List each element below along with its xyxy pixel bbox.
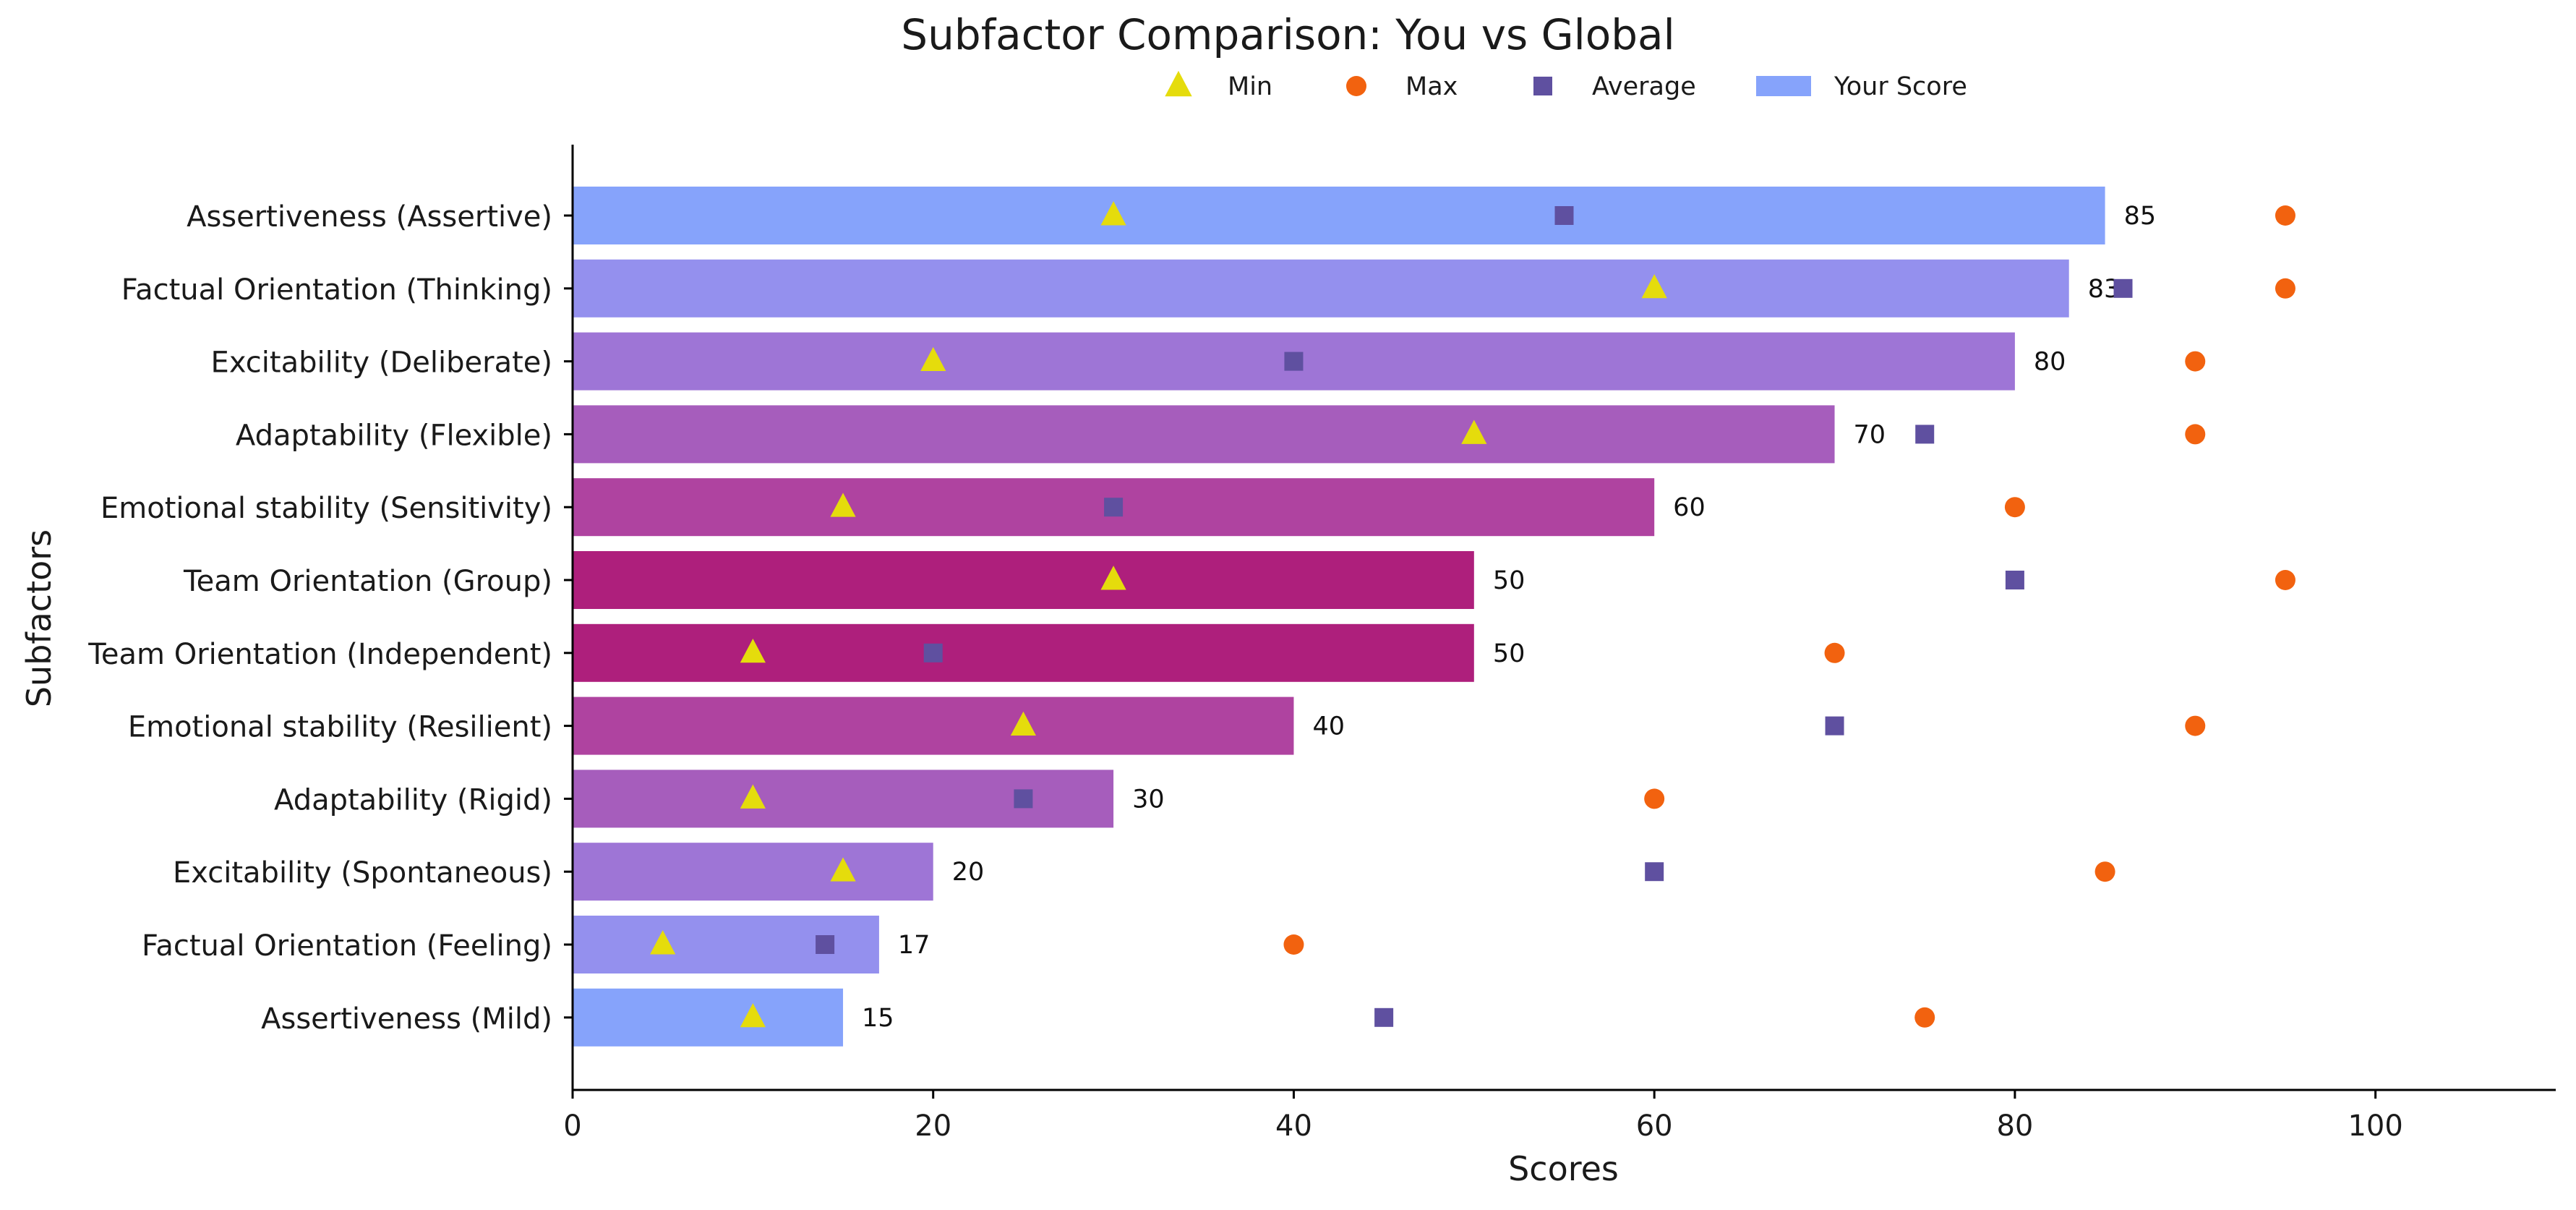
value-label-emotional-stability-sensitivity: 60 — [1673, 493, 1706, 522]
max-marker — [2185, 351, 2206, 372]
x-tick-label: 80 — [1996, 1109, 2033, 1143]
max-marker — [1824, 642, 1845, 663]
legend-label-min: Min — [1228, 72, 1272, 101]
average-marker — [1825, 716, 1844, 736]
min-marker — [1641, 273, 1667, 299]
bar-excitability-spontaneous — [573, 843, 933, 901]
average-marker — [1554, 206, 1574, 225]
bar-team-orientation-independent — [573, 623, 1474, 682]
average-marker — [2113, 278, 2133, 298]
average-marker — [1014, 789, 1033, 809]
y-tick-label: Factual Orientation (Feeling) — [142, 929, 552, 963]
max-marker — [1283, 934, 1304, 955]
x-tick-label: 0 — [563, 1109, 581, 1143]
average-marker — [1645, 862, 1664, 882]
min-marker — [1010, 711, 1037, 736]
y-tick-label: Emotional stability (Sensitivity) — [100, 492, 552, 525]
min-marker — [830, 857, 856, 882]
x-tick-label: 20 — [915, 1109, 951, 1143]
y-tick-label: Adaptability (Rigid) — [274, 783, 552, 817]
average-marker — [816, 935, 835, 954]
value-label-team-orientation-independent: 50 — [1493, 639, 1526, 668]
value-label-emotional-stability-resilient: 40 — [1312, 712, 1345, 741]
legend-label-average: Average — [1592, 72, 1696, 101]
x-tick-label: 60 — [1636, 1109, 1673, 1143]
max-marker — [1644, 788, 1665, 809]
legend-average-square-icon — [1533, 77, 1552, 95]
legend-max-circle-icon — [1346, 76, 1366, 96]
min-marker — [740, 638, 766, 663]
x-axis-label: Scores — [1508, 1149, 1619, 1188]
value-label-adaptability-rigid: 30 — [1132, 785, 1165, 814]
min-marker — [740, 1002, 766, 1028]
average-marker — [1374, 1007, 1394, 1027]
value-label-team-orientation-group: 50 — [1493, 566, 1526, 595]
average-marker — [1915, 425, 1935, 444]
legend-your-score-swatch-icon — [1756, 76, 1811, 96]
average-marker — [1104, 498, 1124, 517]
bar-assertiveness-mild — [573, 988, 844, 1047]
value-label-excitability-deliberate: 80 — [2034, 348, 2066, 377]
max-marker — [1914, 1007, 1935, 1028]
y-tick-label: Excitability (Deliberate) — [211, 346, 552, 380]
x-ticks: 0 20 40 60 80 100 — [563, 1090, 2403, 1143]
min-marker — [830, 493, 856, 517]
value-label-adaptability-flexible: 70 — [1854, 420, 1886, 449]
y-tick-label: Assertiveness (Mild) — [261, 1002, 552, 1036]
value-label-excitability-spontaneous: 20 — [952, 858, 985, 887]
max-marker — [2275, 205, 2295, 226]
bar-factual-orientation-thinking — [573, 259, 2069, 318]
x-tick-label: 100 — [2348, 1109, 2402, 1143]
axes — [571, 145, 2556, 1091]
max-marker — [2094, 861, 2115, 882]
max-marker — [2185, 424, 2206, 445]
y-tick-label: Factual Orientation (Thinking) — [121, 273, 552, 307]
y-tick-label: Assertiveness (Assertive) — [187, 200, 552, 234]
y-tick-label: Emotional stability (Resilient) — [128, 711, 552, 744]
average-marker — [1284, 352, 1304, 371]
chart-title: Subfactor Comparison: You vs Global — [901, 10, 1675, 59]
y-axis-label: Subfactors — [20, 529, 59, 707]
y-tick-label: Excitability (Spontaneous) — [173, 856, 552, 890]
y-tick-label: Team Orientation (Group) — [183, 565, 552, 598]
min-marker — [920, 346, 946, 372]
marker-group — [650, 201, 2295, 1028]
min-marker — [1100, 566, 1126, 590]
min-marker — [740, 784, 766, 809]
max-marker — [2185, 715, 2206, 736]
legend: Min Max Average Your Score — [1165, 70, 1967, 101]
min-marker — [1461, 419, 1487, 444]
bar-assertiveness-assertive — [573, 187, 2105, 244]
max-marker — [2275, 570, 2295, 590]
bar-adaptability-flexible — [573, 405, 1835, 464]
max-marker — [2004, 497, 2025, 518]
min-marker — [1100, 201, 1126, 226]
legend-min-triangle-icon — [1165, 70, 1192, 97]
value-label-factual-orientation-feeling: 17 — [898, 931, 930, 960]
max-marker — [2275, 278, 2295, 299]
y-tick-label: Adaptability (Flexible) — [236, 419, 552, 452]
value-label-assertiveness-mild: 15 — [862, 1004, 894, 1033]
average-marker — [923, 643, 943, 662]
y-ticks: Assertiveness (Assertive) Factual Orienta… — [87, 200, 573, 1036]
value-label-assertiveness-assertive: 85 — [2124, 202, 2157, 231]
legend-label-your-score: Your Score — [1833, 72, 1967, 101]
legend-label-max: Max — [1405, 72, 1458, 101]
bar-emotional-stability-resilient — [573, 696, 1294, 755]
average-marker — [2005, 571, 2024, 589]
y-tick-label: Team Orientation (Independent) — [87, 638, 552, 671]
bar-team-orientation-group — [573, 551, 1474, 609]
min-marker — [650, 930, 676, 955]
x-tick-label: 40 — [1275, 1109, 1312, 1143]
